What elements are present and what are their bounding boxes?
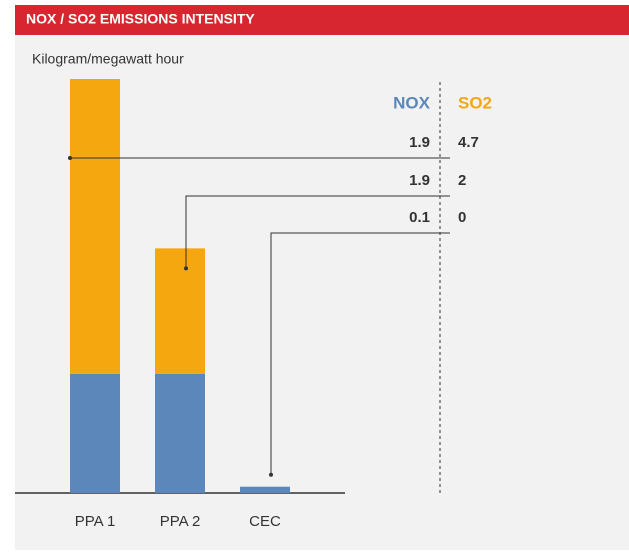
leader-line <box>185 195 450 269</box>
value-label: 1.9 <box>409 134 430 151</box>
x-tick-label: PPA 2 <box>160 513 201 530</box>
header-bar <box>15 5 629 35</box>
value-label: 0.1 <box>409 209 430 226</box>
bar <box>70 79 120 374</box>
y-axis-label: Kilogram/megawatt hour <box>32 51 184 67</box>
leader-dot <box>68 156 72 160</box>
bar <box>155 373 205 493</box>
value-label: 2 <box>458 172 466 189</box>
value-label: 1.9 <box>409 172 430 189</box>
chart-title: NOX / SO2 EMISSIONS INTENSITY <box>26 11 255 27</box>
bar <box>155 248 205 374</box>
leader-dot <box>184 266 188 271</box>
legend-label: NOX <box>393 93 431 112</box>
x-tick-label: CEC <box>249 513 281 530</box>
bar <box>70 373 120 493</box>
value-label: 0 <box>458 209 466 226</box>
legend-label: SO2 <box>458 93 492 112</box>
x-tick-label: PPA 1 <box>75 513 116 530</box>
leader-dot <box>269 472 273 477</box>
bar <box>240 486 290 493</box>
leader-line <box>270 232 450 475</box>
value-label: 4.7 <box>458 134 479 151</box>
